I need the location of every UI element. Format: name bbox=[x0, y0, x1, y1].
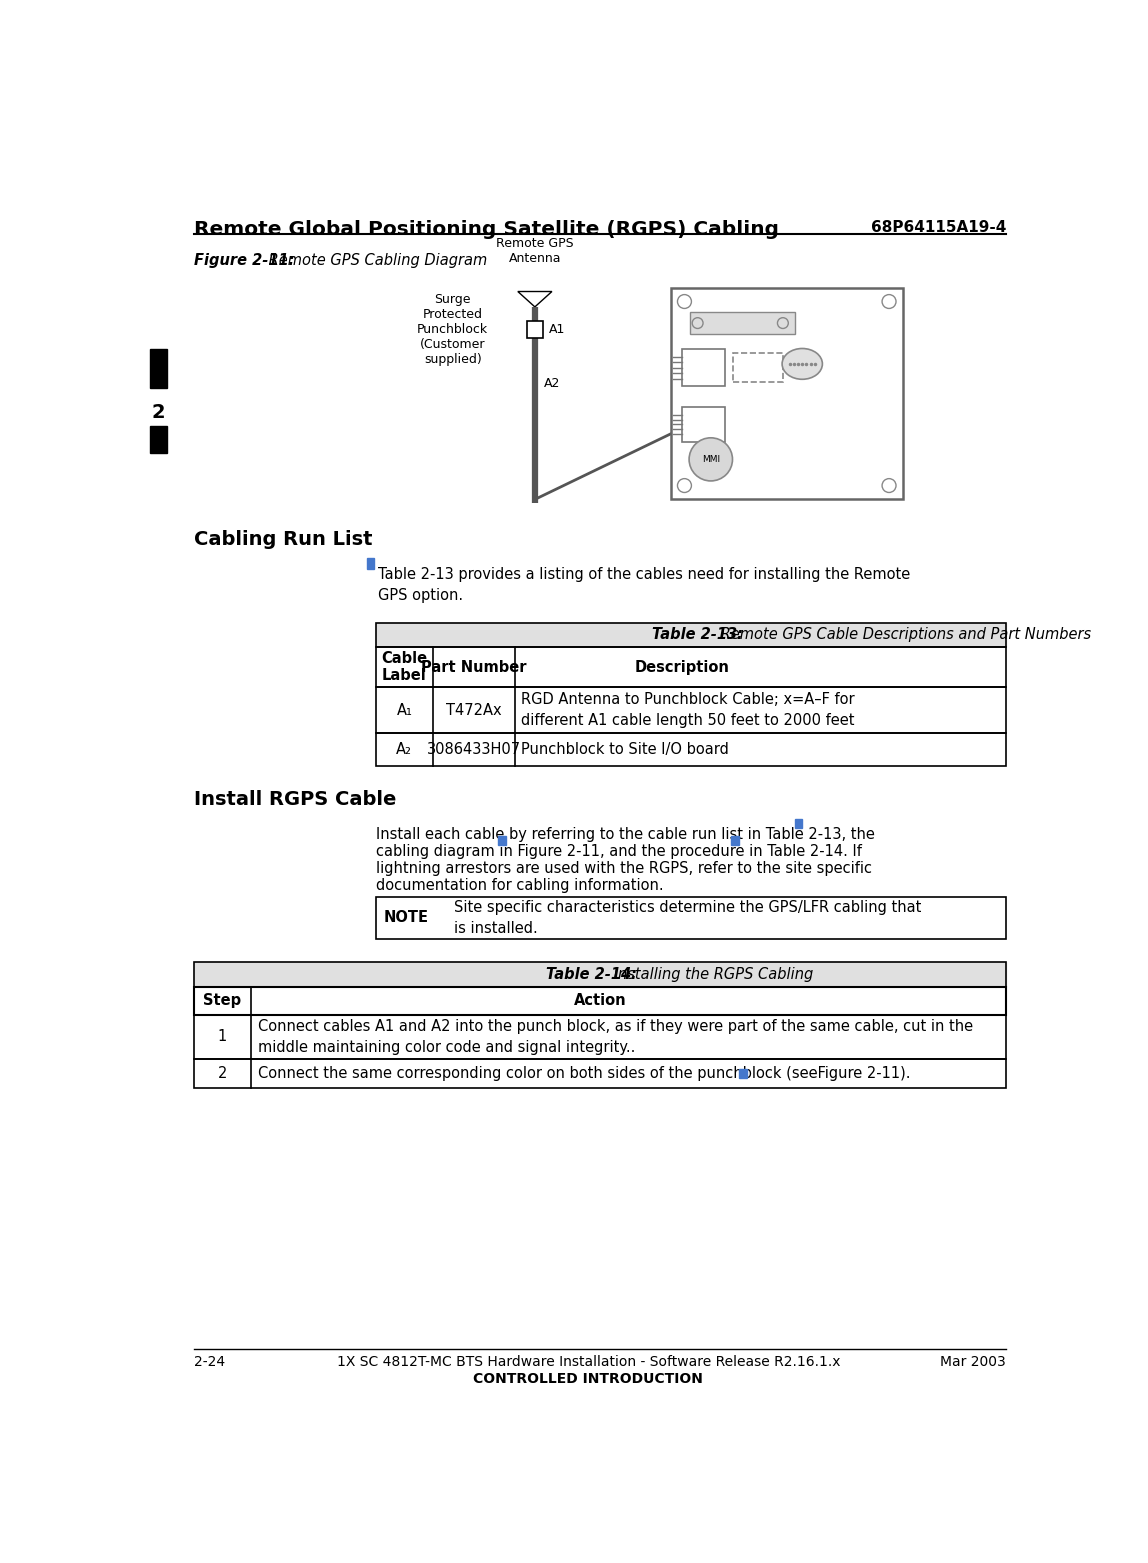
Bar bbox=[194, 1014, 1006, 1060]
Bar bbox=[690, 313, 794, 334]
Text: Table 2-13:: Table 2-13: bbox=[652, 627, 743, 642]
Bar bbox=[731, 836, 738, 846]
Circle shape bbox=[689, 438, 732, 481]
Bar bbox=[377, 733, 1006, 766]
Text: Site specific characteristics determine the GPS/LFR cabling that
is installed.: Site specific characteristics determine … bbox=[453, 900, 921, 936]
Text: T472Ax: T472Ax bbox=[445, 703, 502, 717]
Bar bbox=[194, 963, 1006, 986]
Bar bbox=[194, 986, 1006, 1014]
Bar bbox=[194, 1060, 1006, 1088]
Text: Cabling Run List: Cabling Run List bbox=[194, 530, 372, 549]
Text: 1: 1 bbox=[218, 1030, 227, 1044]
Text: lightning arrestors are used with the RGPS, refer to the site specific: lightning arrestors are used with the RG… bbox=[377, 861, 872, 877]
Bar bbox=[194, 986, 1006, 1014]
Text: Step: Step bbox=[203, 993, 241, 1008]
Bar bbox=[377, 647, 1006, 688]
Text: Installing the RGPS Cabling: Installing the RGPS Cabling bbox=[610, 967, 814, 982]
Text: A2: A2 bbox=[544, 377, 560, 391]
Text: Remote GPS Cabling Diagram: Remote GPS Cabling Diagram bbox=[264, 253, 487, 267]
Bar bbox=[377, 688, 1006, 733]
Text: Connect the same corresponding color on both sides of the punchblock (seeFigure : Connect the same corresponding color on … bbox=[258, 1066, 912, 1082]
Text: MMI: MMI bbox=[701, 455, 720, 464]
Text: RGD Antenna to Punchblock Cable; x=A–F for
different A1 cable length 50 feet to : RGD Antenna to Punchblock Cable; x=A–F f… bbox=[521, 692, 854, 728]
Bar bbox=[377, 688, 1006, 733]
Text: cabling diagram in Figure 2-11, and the procedure in Table 2-14. If: cabling diagram in Figure 2-11, and the … bbox=[377, 844, 862, 860]
Bar bbox=[366, 558, 374, 569]
Bar bbox=[377, 647, 1006, 688]
Text: A1: A1 bbox=[549, 322, 565, 336]
Text: Figure 2-11:: Figure 2-11: bbox=[194, 253, 294, 267]
Text: 2: 2 bbox=[152, 403, 165, 422]
Text: 1X SC 4812T-MC BTS Hardware Installation - Software Release R2.16.1.x: 1X SC 4812T-MC BTS Hardware Installation… bbox=[336, 1355, 840, 1369]
Bar bbox=[194, 1060, 1006, 1088]
Bar bbox=[194, 1014, 1006, 1060]
Bar bbox=[377, 733, 1006, 766]
Text: A₁: A₁ bbox=[396, 703, 412, 717]
Text: Remote GPS
Antenna: Remote GPS Antenna bbox=[496, 236, 574, 264]
Text: Punchblock to Site I/O board: Punchblock to Site I/O board bbox=[521, 742, 729, 756]
Bar bbox=[670, 288, 903, 500]
Text: Remote GPS Cable Descriptions and Part Numbers: Remote GPS Cable Descriptions and Part N… bbox=[716, 627, 1091, 642]
Bar bbox=[149, 427, 166, 453]
Bar bbox=[498, 836, 506, 846]
Text: Table 2-13 provides a listing of the cables need for installing the Remote
GPS o: Table 2-13 provides a listing of the cab… bbox=[378, 567, 910, 603]
Text: 68P64115A19-4: 68P64115A19-4 bbox=[870, 220, 1006, 234]
Bar bbox=[377, 897, 1006, 939]
Text: Install RGPS Cable: Install RGPS Cable bbox=[194, 791, 396, 810]
Text: 3086433H07: 3086433H07 bbox=[427, 742, 521, 756]
Text: Install each cable by referring to the cable run list in Table 2-13, the: Install each cable by referring to the c… bbox=[377, 827, 875, 842]
Text: Cable
Label: Cable Label bbox=[381, 652, 427, 683]
Text: Mar 2003: Mar 2003 bbox=[940, 1355, 1006, 1369]
Bar bbox=[732, 353, 783, 383]
Bar bbox=[527, 320, 543, 338]
Text: Description: Description bbox=[634, 660, 729, 675]
Bar bbox=[377, 622, 1006, 647]
Text: Surge
Protected
Punchblock
(Customer
supplied): Surge Protected Punchblock (Customer sup… bbox=[417, 292, 488, 366]
Text: A₂: A₂ bbox=[396, 742, 412, 756]
Bar bbox=[149, 349, 166, 388]
Text: Connect cables A1 and A2 into the punch block, as if they were part of the same : Connect cables A1 and A2 into the punch … bbox=[258, 1019, 974, 1055]
Bar bbox=[194, 963, 1006, 986]
Text: CONTROLLED INTRODUCTION: CONTROLLED INTRODUCTION bbox=[473, 1372, 704, 1386]
Text: Action: Action bbox=[574, 993, 627, 1008]
Text: 2-24: 2-24 bbox=[194, 1355, 225, 1369]
Text: Table 2-14:: Table 2-14: bbox=[545, 967, 637, 982]
Bar bbox=[682, 406, 724, 442]
Text: Remote Global Positioning Satellite (RGPS) Cabling: Remote Global Positioning Satellite (RGP… bbox=[194, 220, 778, 239]
Text: Part Number: Part Number bbox=[421, 660, 527, 675]
Text: 2: 2 bbox=[218, 1066, 227, 1082]
Bar bbox=[377, 897, 1006, 939]
Text: documentation for cabling information.: documentation for cabling information. bbox=[377, 878, 664, 892]
Ellipse shape bbox=[782, 349, 822, 380]
Bar bbox=[377, 622, 1006, 647]
Text: NOTE: NOTE bbox=[383, 910, 428, 925]
Bar bbox=[739, 1069, 746, 1078]
Bar bbox=[682, 349, 724, 386]
Bar bbox=[794, 819, 802, 828]
